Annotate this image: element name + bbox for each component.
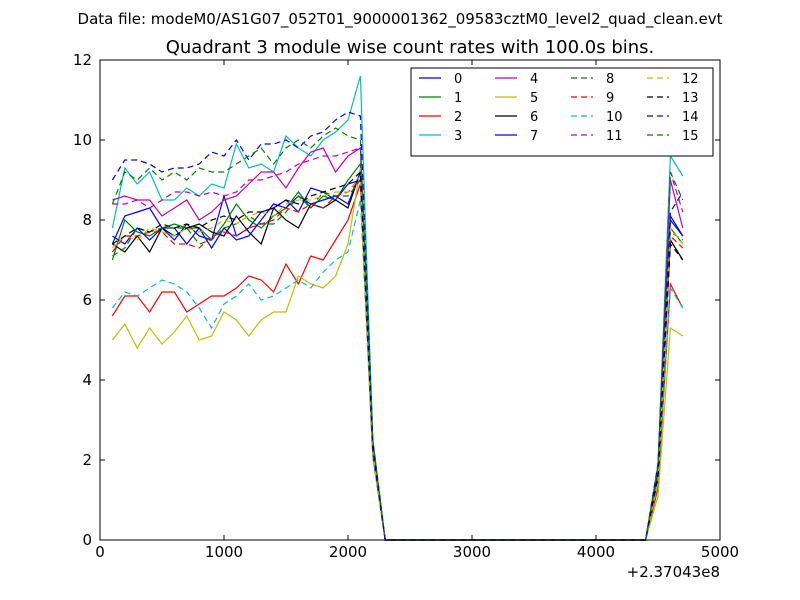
x-offset-label: +2.37043e8 [627,563,720,581]
legend-label-12: 12 [682,72,699,87]
x-tick-label: 4000 [577,543,615,561]
chart-title: Quadrant 3 module wise count rates with … [166,37,655,58]
legend-label-3: 3 [454,129,462,144]
data-file-label: Data file: modeM0/AS1G07_052T01_90000013… [78,10,723,29]
legend-label-0: 0 [454,72,462,87]
legend-box [410,67,714,157]
x-tick-label: 5000 [701,543,739,561]
legend-label-2: 2 [454,110,462,125]
legend-label-8: 8 [606,72,614,87]
x-tick-label: 3000 [453,543,491,561]
legend-label-6: 6 [530,110,538,125]
y-tick-label: 0 [82,531,92,549]
legend-label-5: 5 [530,91,538,106]
y-tick-label: 12 [73,51,92,69]
x-tick-label: 0 [95,543,105,561]
y-tick-label: 10 [73,131,92,149]
legend-label-13: 13 [682,91,699,106]
legend-label-1: 1 [454,91,462,106]
y-tick-label: 6 [82,291,92,309]
legend-label-7: 7 [530,129,538,144]
series-line-14 [111,111,684,541]
legend-label-15: 15 [682,129,699,144]
y-tick-label: 2 [82,451,92,469]
legend-label-10: 10 [606,110,623,125]
y-tick-label: 8 [82,211,92,229]
y-tick-label: 4 [82,371,92,389]
x-tick-label: 2000 [329,543,367,561]
legend-label-14: 14 [682,110,699,125]
legend-label-4: 4 [530,72,538,87]
legend-label-9: 9 [606,91,614,106]
x-tick-label: 1000 [205,543,243,561]
legend-label-11: 11 [606,129,623,144]
